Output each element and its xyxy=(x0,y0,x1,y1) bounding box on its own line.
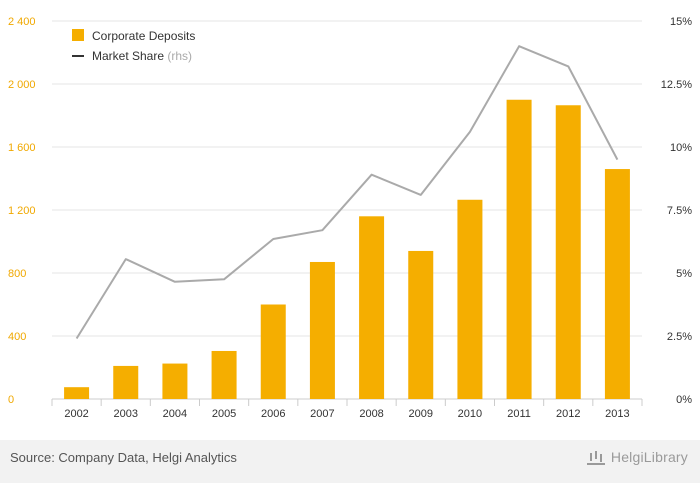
x-tick-label: 2009 xyxy=(409,408,433,420)
y-right-tick-label: 7.5% xyxy=(667,205,692,217)
source-note: Source: Company Data, Helgi Analytics xyxy=(10,450,237,465)
brand-logo[interactable]: HelgiLibrary xyxy=(586,449,688,466)
x-tick-label: 2010 xyxy=(458,408,482,420)
bar-2012 xyxy=(555,105,581,399)
y-left-tick-label: 1 200 xyxy=(8,205,36,217)
chart: 0 400 800 1 200 1 600 2 000 2 400 0% 2.5% 5% 7.5% 1… xyxy=(8,16,692,420)
bar-2013 xyxy=(604,169,630,399)
y-left-tick-label: 400 xyxy=(8,331,26,343)
legend-series-name: Market Share xyxy=(92,49,167,63)
x-tick-label: 2013 xyxy=(605,408,629,420)
brand-name: HelgiLibrary xyxy=(610,449,688,465)
bar-2002 xyxy=(64,387,90,399)
y-left-tick-label: 2 000 xyxy=(8,79,36,91)
bar-2007 xyxy=(309,261,335,399)
y-right-tick-label: 10% xyxy=(670,142,692,154)
x-tick-label: 2012 xyxy=(556,408,580,420)
y-right-tick-label: 15% xyxy=(670,16,692,28)
x-tick-label: 2002 xyxy=(64,408,88,420)
y-left-tick-label: 800 xyxy=(8,268,26,280)
bar-2011 xyxy=(506,99,532,399)
bar-2003 xyxy=(113,365,139,399)
legend-label-corporate-deposits: Corporate Deposits xyxy=(92,29,195,43)
y-left-tick-label: 2 400 xyxy=(8,16,36,28)
x-tick-label: 2011 xyxy=(507,408,531,420)
bar-2009 xyxy=(408,250,434,399)
y-left-tick-label: 1 600 xyxy=(8,142,36,154)
y-right-tick-label: 0% xyxy=(676,394,692,406)
legend-label-market-share: Market Share (rhs) xyxy=(92,49,192,63)
y-right-tick-label: 2.5% xyxy=(667,331,692,343)
y-right-tick-label: 5% xyxy=(676,268,692,280)
y-right-tick-label: 12.5% xyxy=(661,79,692,91)
bar-2006 xyxy=(260,304,286,399)
x-tick-label: 2007 xyxy=(310,408,334,420)
legend-swatch-corporate-deposits xyxy=(72,29,84,41)
x-tick-label: 2005 xyxy=(212,408,236,420)
x-tick-label: 2008 xyxy=(359,408,383,420)
x-tick-label: 2003 xyxy=(114,408,138,420)
footer: Source: Company Data, Helgi Analytics He… xyxy=(0,440,700,483)
x-tick-label: 2004 xyxy=(163,408,187,420)
bar-2005 xyxy=(211,350,237,399)
x-tick-label: 2006 xyxy=(261,408,285,420)
library-icon xyxy=(586,451,605,466)
market-share-line xyxy=(75,45,619,340)
bar-2010 xyxy=(457,199,483,399)
y-left-tick-label: 0 xyxy=(8,394,14,406)
bar-2004 xyxy=(162,363,188,399)
legend-axis-note: (rhs) xyxy=(167,49,192,63)
bar-2008 xyxy=(359,216,385,399)
